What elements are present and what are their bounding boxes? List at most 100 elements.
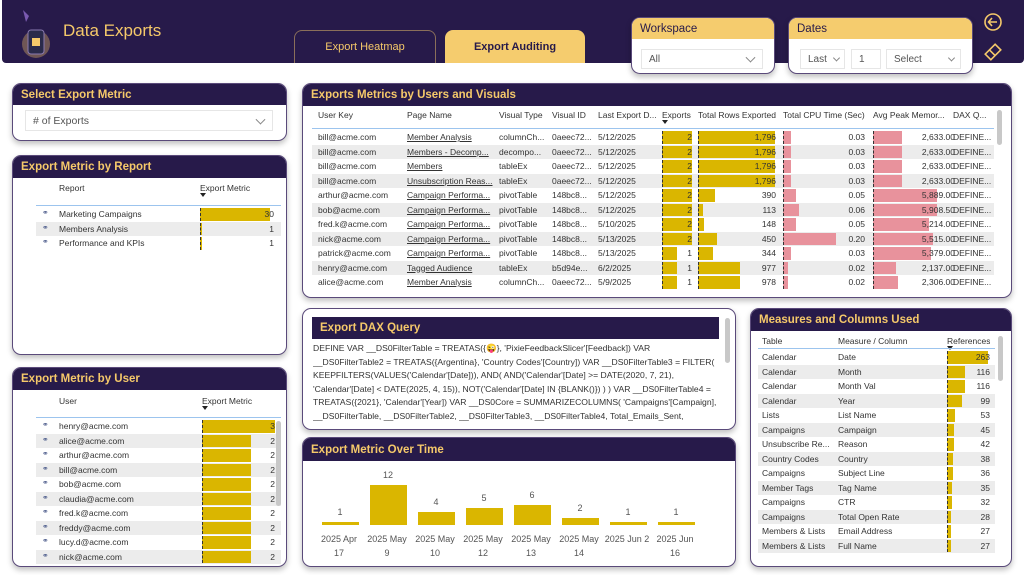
sort-desc-icon[interactable]: [662, 120, 668, 124]
measure-row[interactable]: Campaigns Total Open Rate 28: [758, 509, 995, 524]
link-icon[interactable]: ⚭: [42, 550, 49, 560]
measure-row[interactable]: Calendar Month Val 116: [758, 379, 995, 394]
user-row[interactable]: ⚭ nick@acme.com 2: [36, 549, 281, 564]
column-header[interactable]: Exports: [662, 110, 691, 120]
table-row[interactable]: bill@acme.com Member Analysis columnCh... 0…: [312, 130, 994, 145]
column-header[interactable]: Measure / Column: [838, 336, 908, 346]
link-icon[interactable]: ⚭: [42, 521, 49, 531]
table-row[interactable]: bill@acme.com Members - Decomp... decompo.…: [312, 144, 994, 159]
measure-row[interactable]: Campaigns Campaign 45: [758, 422, 995, 437]
link-icon[interactable]: ⚭: [42, 237, 49, 246]
column-header[interactable]: Report: [59, 183, 85, 193]
column-header[interactable]: User Key: [318, 110, 353, 120]
chart-bar[interactable]: [370, 485, 407, 525]
chart-bar[interactable]: [322, 521, 359, 525]
measure-row[interactable]: Calendar Month 116: [758, 364, 995, 379]
chart-bar[interactable]: [562, 518, 599, 525]
table-row[interactable]: bill@acme.com Members tableEx 0aeec72... 5/1…: [312, 159, 994, 174]
link-icon[interactable]: ⚭: [42, 536, 49, 545]
cell[interactable]: Campaign Performa...: [407, 219, 491, 229]
measure-row[interactable]: Lists List Name 53: [758, 408, 995, 423]
scrollbar[interactable]: [997, 110, 1002, 145]
tab-export-heatmap[interactable]: Export Heatmap: [294, 30, 436, 63]
workspace-dropdown[interactable]: All: [641, 49, 763, 69]
eraser-icon[interactable]: [983, 42, 1003, 62]
table-row[interactable]: alice@acme.com Member Analysis columnCh...…: [312, 275, 994, 290]
link-icon[interactable]: ⚭: [42, 208, 49, 217]
scrollbar[interactable]: [276, 421, 281, 506]
table-row[interactable]: patrick@acme.com Campaign Performa... pivo…: [312, 246, 994, 261]
cell[interactable]: Campaign Performa...: [407, 248, 491, 258]
measure-row[interactable]: Unsubscribe Re... Reason 42: [758, 437, 995, 452]
user-row[interactable]: ⚭ claudia@acme.com 2: [36, 491, 281, 506]
cell[interactable]: Members: [407, 161, 443, 171]
dates-count-input[interactable]: 1: [851, 49, 881, 69]
column-header[interactable]: Total Rows Exported: [698, 110, 776, 120]
chart-bar[interactable]: [514, 505, 551, 525]
user-row[interactable]: ⚭ freddy@acme.com 2: [36, 520, 281, 535]
column-header[interactable]: Total CPU Time (Sec): [783, 110, 865, 120]
measure-row[interactable]: Members & Lists Email Address 27: [758, 524, 995, 539]
sort-desc-icon[interactable]: [202, 406, 208, 410]
link-icon[interactable]: ⚭: [42, 449, 49, 458]
report-row[interactable]: ⚭ Members Analysis 1: [36, 221, 281, 236]
user-row[interactable]: ⚭ fred.k@acme.com 2: [36, 506, 281, 521]
column-header[interactable]: Export Metric: [202, 396, 253, 406]
chart-bar[interactable]: [610, 521, 647, 525]
column-header[interactable]: Avg Peak Memor...: [873, 110, 945, 120]
column-header[interactable]: User: [59, 396, 77, 406]
back-arrow-circle-icon[interactable]: [983, 12, 1003, 32]
cell[interactable]: Campaign Performa...: [407, 190, 491, 200]
column-header[interactable]: DAX Q...: [953, 110, 987, 120]
table-row[interactable]: arthur@acme.com Campaign Performa... pivot…: [312, 188, 994, 203]
column-header[interactable]: References: [947, 336, 990, 346]
tab-export-auditing[interactable]: Export Auditing: [445, 30, 585, 63]
sort-desc-icon[interactable]: [200, 193, 206, 197]
report-row[interactable]: ⚭ Performance and KPIs 1: [36, 236, 281, 251]
dates-unit-dropdown[interactable]: Select: [886, 49, 961, 69]
measure-row[interactable]: Campaigns CTR 32: [758, 495, 995, 510]
measure-row[interactable]: Calendar Date 263: [758, 350, 995, 365]
table-row[interactable]: bob@acme.com Campaign Performa... pivotTab…: [312, 202, 994, 217]
table-row[interactable]: nick@acme.com Campaign Performa... pivotTa…: [312, 231, 994, 246]
report-row[interactable]: ⚭ Marketing Campaigns 30: [36, 207, 281, 222]
metric-dropdown[interactable]: # of Exports: [25, 110, 273, 131]
user-row[interactable]: ⚭ lucy.d@acme.com 2: [36, 535, 281, 550]
column-header[interactable]: Export Metric: [200, 183, 251, 193]
column-header[interactable]: Page Name: [407, 110, 452, 120]
user-row[interactable]: ⚭ henry@acme.com 3: [36, 419, 281, 434]
cell[interactable]: Campaign Performa...: [407, 204, 491, 215]
link-icon[interactable]: ⚭: [42, 222, 49, 232]
column-header[interactable]: Table: [762, 336, 783, 346]
column-header[interactable]: Visual Type: [499, 110, 543, 120]
measure-row[interactable]: Members & Lists Full Name 27: [758, 538, 995, 553]
chart-bar[interactable]: [418, 511, 455, 525]
table-row[interactable]: fred.k@acme.com Campaign Performa... pivot…: [312, 217, 994, 232]
scrollbar[interactable]: [998, 336, 1003, 381]
column-header[interactable]: Visual ID: [552, 110, 586, 120]
link-icon[interactable]: ⚭: [42, 463, 49, 473]
cell[interactable]: Campaign Performa...: [407, 233, 491, 244]
user-row[interactable]: ⚭ bill@acme.com 2: [36, 462, 281, 477]
measure-row[interactable]: Campaigns Subject Line 36: [758, 466, 995, 481]
cell[interactable]: Member Analysis: [407, 277, 472, 287]
table-row[interactable]: henry@acme.com Tagged Audience tableEx b5d9…: [312, 260, 994, 275]
table-row[interactable]: bill@acme.com Unsubscription Reas... table…: [312, 173, 994, 188]
cell[interactable]: Members - Decomp...: [407, 146, 489, 157]
user-row[interactable]: ⚭ bob@acme.com 2: [36, 477, 281, 492]
measure-row[interactable]: Country Codes Country 38: [758, 451, 995, 466]
user-row[interactable]: ⚭ arthur@acme.com 2: [36, 448, 281, 463]
cell[interactable]: Tagged Audience: [407, 262, 473, 273]
column-header[interactable]: Last Export D...: [598, 110, 657, 120]
link-icon[interactable]: ⚭: [42, 478, 49, 487]
dates-mode-dropdown[interactable]: Last: [800, 49, 845, 69]
link-icon[interactable]: ⚭: [42, 434, 49, 444]
link-icon[interactable]: ⚭: [42, 492, 49, 502]
measure-row[interactable]: Member Tags Tag Name 35: [758, 480, 995, 495]
measure-row[interactable]: Calendar Year 99: [758, 393, 995, 408]
link-icon[interactable]: ⚭: [42, 420, 49, 429]
link-icon[interactable]: ⚭: [42, 507, 49, 516]
chart-bar[interactable]: [466, 508, 503, 525]
user-row[interactable]: ⚭ alice@acme.com 2: [36, 433, 281, 448]
cell[interactable]: Member Analysis: [407, 132, 472, 142]
